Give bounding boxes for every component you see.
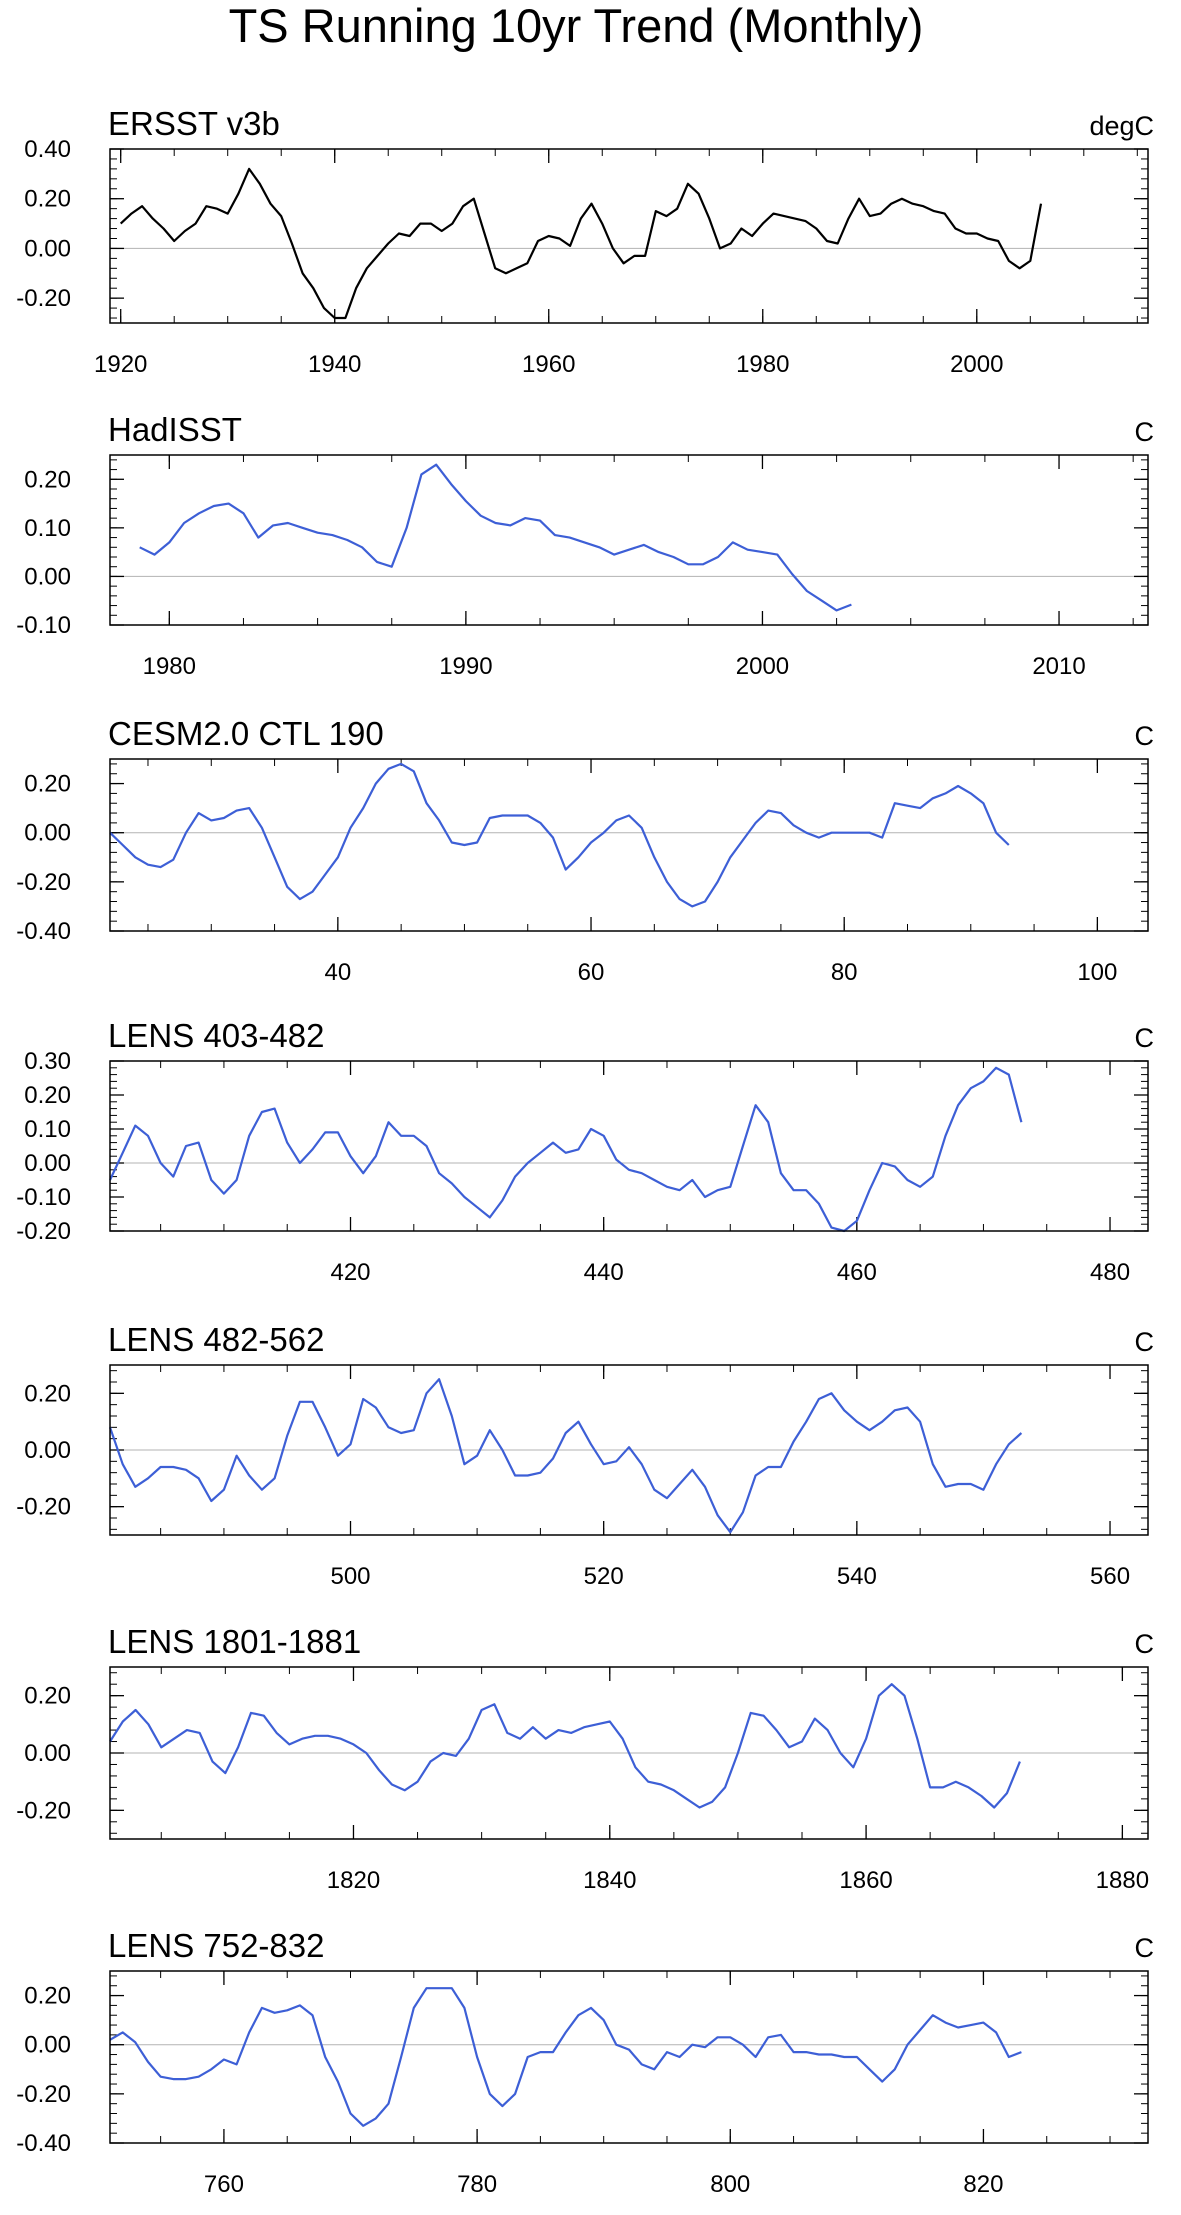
panels: ERSST v3b degC 1920 1940 1960 1980 2000 -0.20 0.… [16, 105, 1154, 2198]
x-tick-label: 2010 [1032, 653, 1085, 680]
plot-frame [109, 1060, 1149, 1232]
y-tick-label: 0.00 [24, 1150, 71, 1177]
plot-frame [109, 1666, 1149, 1840]
panel-title: ERSST v3b [108, 105, 280, 142]
plot-frame [109, 1364, 1149, 1536]
x-tick-label: 100 [1077, 959, 1117, 986]
y-tick-label: 0.10 [24, 1116, 71, 1143]
y-tick-label: -0.20 [16, 285, 71, 312]
x-tick-label: 1980 [143, 653, 196, 680]
data-series-line [109, 1987, 1022, 2127]
y-tick-label: 0.20 [24, 771, 71, 798]
y-tick-label: -0.20 [16, 1494, 71, 1521]
y-tick-label: 0.10 [24, 515, 71, 542]
x-tick-label: 1980 [736, 351, 789, 378]
panel-title: CESM2.0 CTL 190 [108, 715, 384, 752]
x-tick-label: 40 [325, 959, 352, 986]
chart-panel-7: LENS 752-832 C 760 780 800 820 -0.40 -0.20 0.00 0… [16, 1927, 1154, 2198]
y-tick-label: -0.20 [16, 1218, 71, 1245]
panel-title: LENS 752-832 [108, 1927, 324, 1964]
y-tick-label: -0.10 [16, 1184, 71, 1211]
x-tick-label: 1820 [327, 1867, 380, 1894]
x-tick-label: 80 [831, 959, 858, 986]
x-tick-label: 1960 [522, 351, 575, 378]
chart-panel-4: LENS 403-482 C 420 440 460 480 -0.20 -0.10 0.00 0… [16, 1017, 1154, 1286]
y-tick-label: 0.00 [24, 1437, 71, 1464]
y-tick-label: 0.00 [24, 2032, 71, 2059]
y-tick-label: 0.00 [24, 820, 71, 847]
y-tick-label: -0.40 [16, 2130, 71, 2157]
panel-units: C [1135, 417, 1155, 447]
x-tick-label: 440 [584, 1259, 624, 1286]
panel-units: C [1135, 1023, 1155, 1053]
panel-units: C [1135, 721, 1155, 751]
panel-title: HadISST [108, 411, 242, 448]
panel-title: LENS 403-482 [108, 1017, 324, 1054]
y-tick-label: 0.20 [24, 1983, 71, 2010]
chart-panel-3: CESM2.0 CTL 190 C 40 60 80 100 -0.40 -0.20 0.00 0… [16, 715, 1154, 986]
x-tick-label: 560 [1090, 1563, 1130, 1590]
figure-title: TS Running 10yr Trend (Monthly) [229, 0, 924, 52]
panel-title: LENS 482-562 [108, 1321, 324, 1358]
y-tick-label: 0.00 [24, 235, 71, 262]
x-tick-label: 2000 [950, 351, 1003, 378]
chart-panel-2: HadISST C 1980 1990 2000 2010 -0.10 0.00 0.10 0.2… [16, 411, 1154, 680]
x-tick-label: 1880 [1096, 1867, 1149, 1894]
plot-frame [109, 758, 1149, 932]
y-tick-label: 0.00 [24, 563, 71, 590]
y-tick-label: -0.20 [16, 1797, 71, 1824]
x-tick-label: 1990 [439, 653, 492, 680]
x-tick-label: 780 [457, 2171, 497, 2198]
y-tick-label: 0.20 [24, 186, 71, 213]
x-tick-label: 2000 [736, 653, 789, 680]
x-tick-label: 760 [204, 2171, 244, 2198]
y-tick-label: -0.20 [16, 2081, 71, 2108]
x-tick-label: 1860 [839, 1867, 892, 1894]
y-tick-label: 0.30 [24, 1048, 71, 1075]
panel-title: LENS 1801-1881 [108, 1623, 361, 1660]
y-tick-label: 0.20 [24, 1683, 71, 1710]
x-tick-label: 420 [330, 1259, 370, 1286]
x-tick-label: 60 [578, 959, 605, 986]
data-series-line [109, 762, 1010, 908]
chart-panel-5: LENS 482-562 C 500 520 540 560 -0.20 0.00 0.20 [16, 1321, 1154, 1590]
y-tick-label: 0.20 [24, 466, 71, 493]
panel-units: C [1135, 1327, 1155, 1357]
y-tick-label: 0.20 [24, 1380, 71, 1407]
data-series-line [108, 1378, 1023, 1534]
chart-panel-1: ERSST v3b degC 1920 1940 1960 1980 2000 -0.20 0.… [16, 105, 1154, 378]
y-tick-label: -0.10 [16, 612, 71, 639]
y-tick-label: 0.20 [24, 1082, 71, 1109]
plot-frame [109, 454, 1149, 626]
x-tick-label: 820 [963, 2171, 1003, 2198]
x-tick-label: 1920 [94, 351, 147, 378]
x-tick-label: 1840 [583, 1867, 636, 1894]
y-tick-label: 0.00 [24, 1740, 71, 1767]
x-tick-label: 500 [330, 1563, 370, 1590]
y-tick-label: -0.20 [16, 869, 71, 896]
x-tick-label: 520 [584, 1563, 624, 1590]
panel-units: C [1135, 1629, 1155, 1659]
x-tick-label: 1940 [308, 351, 361, 378]
y-tick-label: -0.40 [16, 918, 71, 945]
panel-units: C [1135, 1933, 1155, 1963]
data-series-line [109, 1683, 1021, 1809]
x-tick-label: 800 [710, 2171, 750, 2198]
panel-units: degC [1089, 111, 1154, 141]
plot-frame [109, 1970, 1149, 2144]
data-series-line [139, 463, 852, 612]
x-tick-label: 540 [837, 1563, 877, 1590]
data-series-line [109, 1066, 1023, 1233]
chart-panel-6: LENS 1801-1881 C 1820 1840 1860 1880 -0.20 0.00… [16, 1623, 1154, 1894]
x-tick-label: 460 [837, 1259, 877, 1286]
data-series-line [119, 167, 1043, 320]
y-tick-label: 0.40 [24, 136, 71, 163]
plot-frame [109, 148, 1149, 324]
x-tick-label: 480 [1090, 1259, 1130, 1286]
